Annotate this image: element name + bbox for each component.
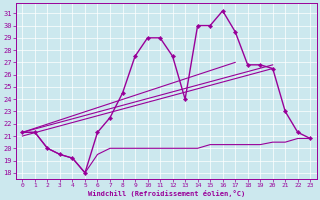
X-axis label: Windchill (Refroidissement éolien,°C): Windchill (Refroidissement éolien,°C) [88,190,245,197]
